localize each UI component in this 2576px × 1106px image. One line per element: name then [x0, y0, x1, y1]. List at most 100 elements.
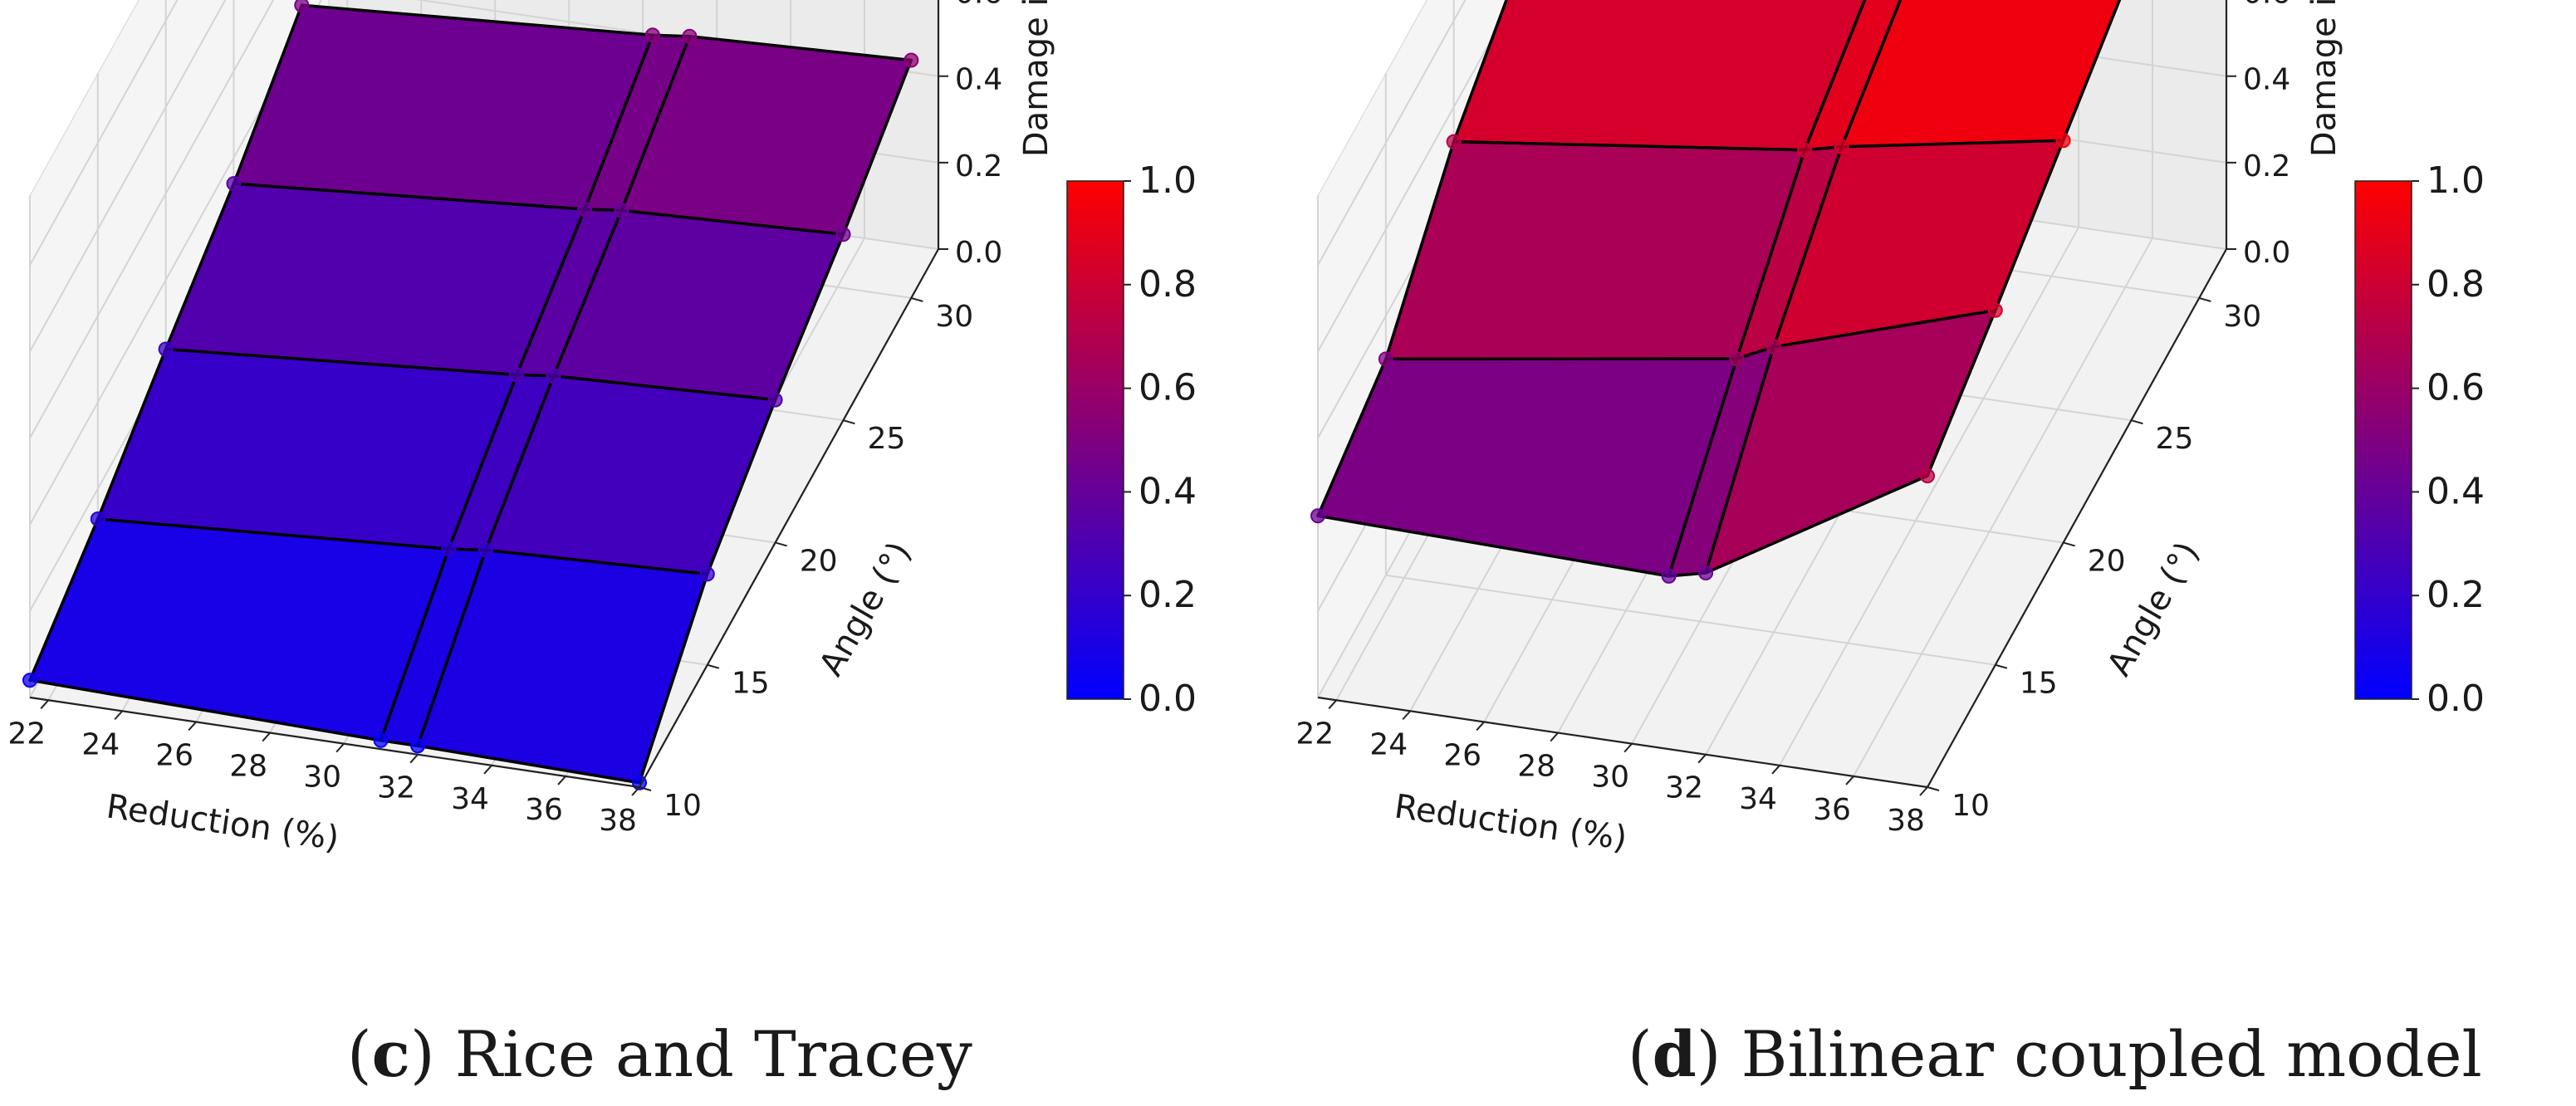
grid-z-sidewall: [29, 0, 227, 352]
x-tick-label: 28: [229, 750, 267, 784]
data-point: [158, 341, 174, 357]
y-tick: [2063, 541, 2075, 547]
surface: [28, 3, 913, 785]
x-tick: [40, 699, 49, 709]
x-tick: [1845, 776, 1854, 785]
data-point: [1698, 565, 1714, 580]
x-tick: [335, 742, 345, 753]
colorbar: [2354, 180, 2412, 700]
colorbar-tick-label: 0.6: [2427, 367, 2485, 409]
x-tick-label: 32: [377, 771, 415, 805]
surface-face: [1452, 0, 1867, 152]
y-tick: [910, 296, 923, 302]
x-tick: [1623, 742, 1633, 753]
data-point: [546, 368, 561, 384]
y-tick: [1995, 663, 2008, 669]
x-tick: [1697, 754, 1707, 764]
caption-d-letter: d: [1652, 1017, 1697, 1091]
x-tick: [1328, 699, 1337, 709]
tick-labels: 22 24 26 28 30 32 34 36 38 10 15 20 25 30 0.0 0.2 0.4 0.6…: [1295, 0, 2290, 838]
data-point: [1378, 351, 1393, 367]
x-tick: [262, 732, 271, 742]
data-point: [1729, 351, 1745, 367]
colorbar-tick-label: 0.6: [1139, 367, 1197, 409]
z-tick-label: 0.4: [955, 63, 1002, 97]
data-point: [835, 227, 851, 242]
y-tick-label: 15: [732, 667, 770, 701]
colorbar-tick-label: 1.0: [1139, 159, 1197, 202]
x-tick-label: 32: [1665, 771, 1703, 805]
x-tick: [1919, 786, 1928, 796]
z-tick-label: 0.0: [955, 236, 1002, 270]
x-tick-label: 34: [1739, 782, 1777, 816]
data-point: [767, 392, 783, 408]
tick-labels: 22 24 26 28 30 32 34 36 38 10 15 20 25 30 0.0 0.2 0.4 0.6…: [7, 0, 1002, 838]
grid-z-sidewall: [29, 0, 179, 266]
data-point: [373, 732, 389, 748]
y-tick-label: 10: [1952, 789, 1990, 823]
caption-d: (d) Bilinear coupled model: [1628, 1017, 2482, 1091]
data-point: [441, 541, 457, 557]
data-point: [682, 28, 698, 44]
data-point: [1661, 568, 1677, 584]
data-point: [904, 52, 919, 68]
grid-z-sidewall: [29, 0, 275, 439]
data-points: [1310, 133, 2071, 584]
colorbar-tick-label: 0.8: [1139, 263, 1197, 306]
data-point: [644, 27, 660, 43]
x-tick: [631, 786, 640, 796]
x-tick-label: 28: [1517, 750, 1555, 784]
surface-face: [1384, 139, 1806, 361]
y-tick: [2131, 419, 2143, 425]
colorbar-tick-label: 0.4: [2427, 470, 2485, 512]
colorbar-tick-label: 0.8: [2427, 263, 2485, 306]
x-axis-line: [29, 696, 640, 789]
x-tick-label: 30: [303, 761, 341, 795]
grid-z-sidewall: [1317, 0, 1467, 266]
caption-c: (c) Rice and Tracey: [347, 1017, 972, 1091]
grid-z-sidewall: [1317, 0, 1515, 352]
y-tick-label: 30: [2223, 300, 2261, 334]
x-tick: [1771, 765, 1780, 775]
data-point: [1987, 302, 2003, 318]
x-tick-label: 24: [81, 727, 120, 761]
y-tick: [2198, 296, 2211, 302]
caption-d-text: Bilinear coupled model: [1741, 1017, 2482, 1091]
y-tick-label: 30: [935, 300, 973, 334]
y-tick-label: 20: [800, 544, 838, 578]
colorbar-tick-label: 0.2: [1139, 574, 1197, 616]
data-point: [477, 542, 493, 558]
data-point: [1446, 134, 1462, 149]
x-tick: [409, 754, 419, 764]
z-axis-title: Damage index: [2305, 0, 2343, 157]
surface-face: [164, 182, 586, 377]
y-axis-line: [1927, 248, 2227, 788]
data-point: [22, 673, 37, 688]
y-tick-label: 25: [2156, 422, 2194, 456]
y-tick-label: 20: [2088, 544, 2126, 578]
data-point: [1920, 468, 1935, 484]
x-tick: [1550, 732, 1559, 742]
colorbar-ticks: 0.0 0.2 0.4 0.6 0.8 1.0: [2412, 159, 2485, 720]
caption-c-letter: c: [371, 1017, 410, 1091]
axis-lines: [29, 0, 940, 789]
x-tick: [114, 710, 123, 721]
colorbar-ticks: 0.0 0.2 0.4 0.6 0.8 1.0: [1124, 159, 1197, 720]
x-axis-title: Reduction (%): [1392, 787, 1629, 858]
z-tick-label: 0.2: [955, 149, 1002, 184]
surface-plot-d: 22 24 26 28 30 32 34 36 38 10 15 20 25 30 0.0 0.2 0.4 0.6…: [1295, 0, 2485, 858]
colorbar: [1066, 180, 1124, 700]
caption-c-text: Rice and Tracey: [454, 1017, 972, 1091]
x-tick: [483, 765, 492, 775]
x-tick-label: 30: [1591, 761, 1629, 795]
x-tick-label: 34: [451, 782, 489, 816]
y-tick: [1927, 786, 1940, 791]
data-point: [1834, 139, 1849, 154]
data-point: [509, 367, 525, 383]
data-point: [1797, 142, 1813, 158]
data-point: [699, 566, 715, 582]
x-tick: [1402, 710, 1411, 721]
data-point: [226, 176, 242, 192]
colorbar-tick-label: 0.4: [1139, 470, 1197, 512]
